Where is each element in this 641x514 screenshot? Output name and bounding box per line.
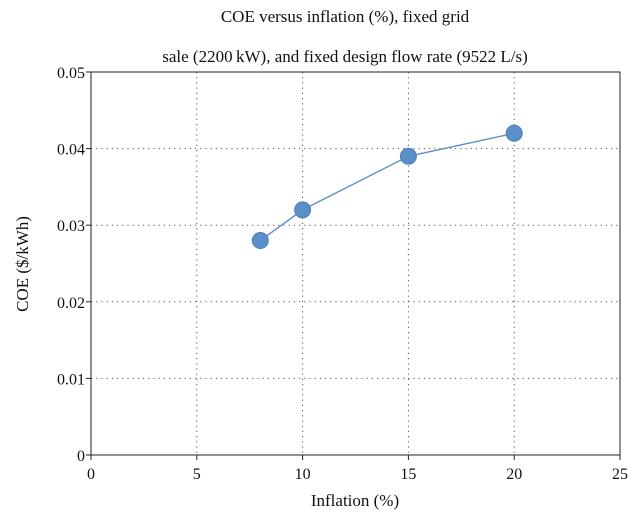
- chart-title-line-1: COE versus inflation (%), fixed grid: [221, 7, 470, 26]
- y-tick-label-2: 0.02: [57, 295, 85, 312]
- y-tick-label-0: 0: [77, 448, 85, 465]
- x-tick-label-5: 25: [612, 466, 628, 483]
- y-tick-label-4: 0.04: [57, 142, 85, 159]
- tick-labels: 0 5 10 15 20 25 0 0.01 0.02 0.03 0.04 0.05: [57, 65, 628, 483]
- data-point-0: [251, 232, 269, 250]
- plot-frame: [90, 71, 621, 456]
- x-tick-label-2: 10: [295, 466, 311, 483]
- chart-title: COE versus inflation (%), fixed grid sal…: [162, 7, 528, 66]
- series-line-0: [259, 132, 515, 242]
- data-point-3: [505, 124, 523, 142]
- data-series: [251, 124, 523, 250]
- x-axis-label: Inflation (%): [311, 491, 399, 510]
- y-tick-label-3: 0.03: [57, 218, 85, 235]
- y-tick-label-5: 0.05: [57, 65, 85, 82]
- x-tick-label-4: 20: [506, 466, 522, 483]
- chart-title-line-2: sale (2200 kW), and fixed design flow ra…: [162, 47, 528, 66]
- y-axis-label: COE ($/kWh): [13, 216, 32, 312]
- x-tick-label-0: 0: [87, 466, 95, 483]
- axes: [86, 71, 621, 460]
- data-point-1: [294, 201, 312, 219]
- y-tick-label-1: 0.01: [57, 371, 85, 388]
- data-point-2: [399, 147, 417, 165]
- grid: [91, 72, 620, 455]
- x-tick-label-3: 15: [400, 466, 416, 483]
- x-tick-label-1: 5: [193, 466, 201, 483]
